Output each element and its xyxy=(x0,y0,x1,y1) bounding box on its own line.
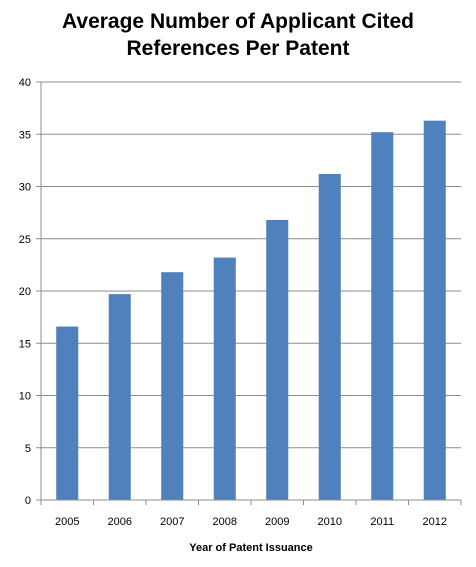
x-tick-label: 2010 xyxy=(318,516,342,528)
x-tick-label: 2012 xyxy=(423,516,447,528)
x-tick-label: 2008 xyxy=(213,516,237,528)
y-tick-label: 30 xyxy=(19,182,31,194)
y-tick-label: 5 xyxy=(25,443,31,455)
bar-2005 xyxy=(56,326,79,500)
x-tick-label: 2011 xyxy=(370,516,394,528)
bar-2012 xyxy=(423,120,446,500)
bars xyxy=(56,120,446,500)
y-tick-labels: 0 5 10 15 20 25 30 35 40 xyxy=(19,77,31,507)
chart-title: Average Number of Applicant Cited Refere… xyxy=(0,8,476,62)
bar-2009 xyxy=(266,219,289,500)
bar-2008 xyxy=(213,257,236,500)
bar-2007 xyxy=(161,272,184,500)
x-axis-title: Year of Patent Issuance xyxy=(189,542,313,554)
bar-2010 xyxy=(318,173,341,500)
chart-title-line-2: References Per Patent xyxy=(126,37,350,60)
x-tick-label: 2006 xyxy=(108,516,132,528)
y-tick-label: 35 xyxy=(19,129,31,141)
axes xyxy=(36,81,462,505)
y-tick-label: 0 xyxy=(25,495,31,507)
gridlines xyxy=(41,81,461,449)
bar-2006 xyxy=(108,294,131,500)
x-tick-label: 2009 xyxy=(265,516,289,528)
y-tick-label: 15 xyxy=(19,338,31,350)
x-tick-label: 2005 xyxy=(55,516,79,528)
x-tick-labels: 2005 2006 2007 2008 2009 2010 2011 2012 xyxy=(55,516,447,528)
y-tick-label: 10 xyxy=(19,391,31,403)
y-tick-label: 20 xyxy=(19,286,31,298)
x-tick-label: 2007 xyxy=(160,516,184,528)
y-tick-label: 25 xyxy=(19,234,31,246)
bar-2011 xyxy=(371,132,394,500)
y-tick-label: 40 xyxy=(19,77,31,89)
chart-title-line-1: Average Number of Applicant Cited xyxy=(62,10,414,33)
